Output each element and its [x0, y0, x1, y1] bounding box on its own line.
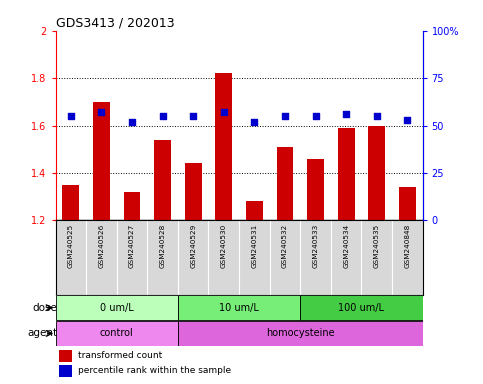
Bar [399, 187, 416, 220]
Bar [154, 140, 171, 220]
Point [251, 119, 258, 125]
Bar [178, 321, 423, 346]
Text: GSM240527: GSM240527 [129, 224, 135, 268]
Bar [124, 192, 141, 220]
Bar [300, 295, 423, 320]
Point [342, 111, 350, 117]
Point [373, 113, 381, 119]
Text: GSM240529: GSM240529 [190, 224, 196, 268]
Bar [185, 164, 201, 220]
Point [220, 109, 227, 115]
Point [98, 109, 105, 115]
Bar [62, 185, 79, 220]
Bar [369, 126, 385, 220]
Text: GSM240528: GSM240528 [159, 224, 166, 268]
Text: GSM240530: GSM240530 [221, 224, 227, 268]
Text: control: control [100, 328, 134, 338]
Text: GSM240526: GSM240526 [99, 224, 104, 268]
Point [281, 113, 289, 119]
Text: GSM240848: GSM240848 [404, 224, 411, 268]
Point [67, 113, 75, 119]
Text: dose: dose [32, 303, 57, 313]
Text: GSM240531: GSM240531 [251, 224, 257, 268]
Bar [215, 73, 232, 220]
Text: agent: agent [27, 328, 57, 338]
Point [128, 119, 136, 125]
Bar [178, 295, 300, 320]
Text: 10 um/L: 10 um/L [219, 303, 259, 313]
Text: 0 um/L: 0 um/L [100, 303, 134, 313]
Bar [59, 350, 72, 362]
Bar [338, 128, 355, 220]
Text: GSM240532: GSM240532 [282, 224, 288, 268]
Bar [56, 295, 178, 320]
Text: transformed count: transformed count [78, 351, 162, 360]
Text: homocysteine: homocysteine [266, 328, 335, 338]
Text: GSM240525: GSM240525 [68, 224, 74, 268]
Point [189, 113, 197, 119]
Bar [93, 102, 110, 220]
Text: 100 um/L: 100 um/L [339, 303, 384, 313]
Text: GSM240534: GSM240534 [343, 224, 349, 268]
Bar [59, 365, 72, 377]
Point [159, 113, 167, 119]
Text: GSM240535: GSM240535 [374, 224, 380, 268]
Bar [246, 201, 263, 220]
Text: percentile rank within the sample: percentile rank within the sample [78, 366, 231, 375]
Point [403, 117, 411, 123]
Text: GDS3413 / 202013: GDS3413 / 202013 [56, 17, 174, 30]
Bar [307, 159, 324, 220]
Text: GSM240533: GSM240533 [313, 224, 319, 268]
Bar [277, 147, 293, 220]
Point [312, 113, 319, 119]
Bar [56, 321, 178, 346]
